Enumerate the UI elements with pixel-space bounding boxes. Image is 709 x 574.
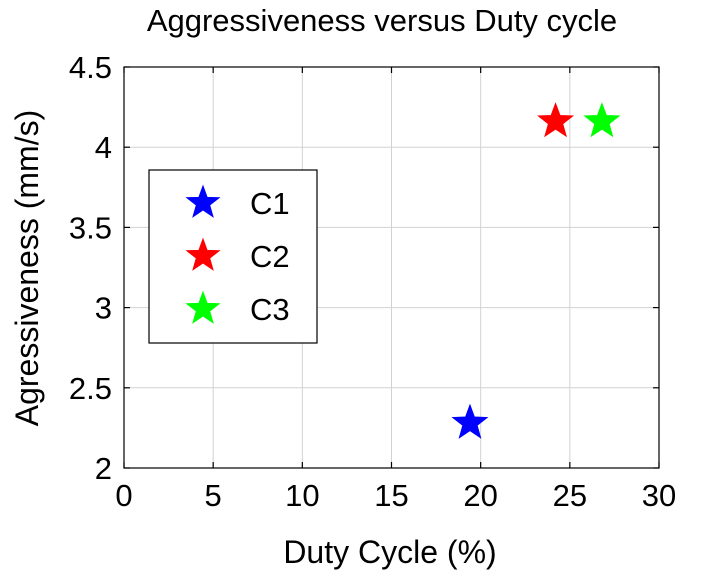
x-axis-label: Duty Cycle (%): [283, 534, 496, 570]
x-tick-label: 30: [642, 478, 676, 513]
legend-label-c3: C3: [250, 292, 290, 327]
legend-marker-c3: [185, 290, 221, 324]
y-tick-label: 4.5: [69, 50, 112, 85]
x-tick-label: 10: [285, 478, 319, 513]
x-tick-label: 0: [115, 478, 132, 513]
data-points: [451, 102, 621, 439]
legend: C1 C2 C3: [148, 169, 318, 344]
x-tick-label: 5: [205, 478, 222, 513]
y-tick-label: 2: [95, 451, 112, 486]
legend-marker-c2: [185, 237, 221, 271]
legend-marker-c1: [185, 184, 221, 218]
legend-label-c2: C2: [250, 239, 290, 274]
legend-box: [148, 169, 318, 344]
x-tick-label: 15: [374, 478, 408, 513]
data-point-c1: [451, 403, 489, 439]
y-tick-label: 4: [95, 130, 112, 165]
x-tick-label: 25: [553, 478, 587, 513]
y-axis-label: Agressiveness (mm/s): [9, 110, 45, 427]
y-tick-label: 3: [95, 291, 112, 326]
axis-ticks: 0 5 10 15 20 25 30 2 2.5 3 3.5 4 4.5: [69, 50, 676, 513]
y-tick-label: 3.5: [69, 210, 112, 245]
data-point-c3: [583, 102, 621, 138]
data-point-c2: [537, 102, 575, 138]
x-tick-label: 20: [463, 478, 497, 513]
chart-title: Aggressiveness versus Duty cycle: [147, 3, 617, 38]
legend-label-c1: C1: [250, 186, 290, 221]
y-tick-label: 2.5: [69, 371, 112, 406]
